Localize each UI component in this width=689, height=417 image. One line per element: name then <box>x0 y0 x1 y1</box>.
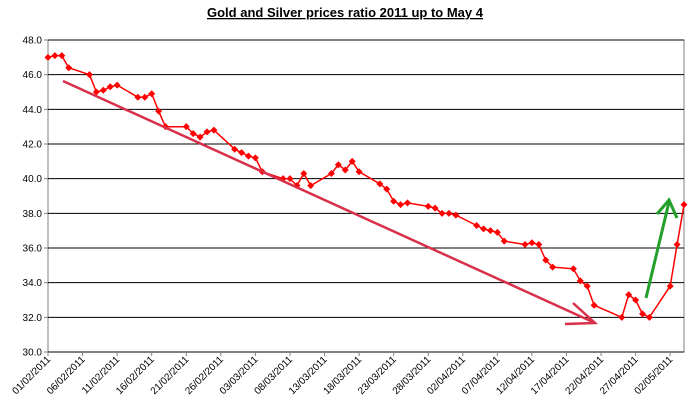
point-marker <box>535 241 543 249</box>
x-tick-label: 02/05/2011 <box>633 354 676 397</box>
point-marker <box>590 301 598 309</box>
point-marker <box>486 227 494 235</box>
point-marker <box>403 199 411 207</box>
grid: 30.0 32.0 34.0 36.0 38.0 40.0 42.0 44.0 46.0 48.0… <box>10 36 684 397</box>
point-marker <box>549 263 557 271</box>
point-marker <box>583 282 591 290</box>
y-tick-label: 42.0 <box>23 140 43 151</box>
point-marker <box>521 241 529 249</box>
point-marker <box>438 209 446 217</box>
point-marker <box>625 291 633 299</box>
point-marker <box>155 107 163 115</box>
point-marker <box>106 83 114 91</box>
point-marker <box>65 64 73 72</box>
point-marker <box>666 282 674 290</box>
point-marker <box>673 241 681 249</box>
point-marker <box>244 152 252 160</box>
point-marker <box>680 201 688 209</box>
point-marker <box>376 180 384 188</box>
point-marker <box>397 201 405 209</box>
trend-arrow-head <box>564 302 599 326</box>
point-marker <box>99 86 107 94</box>
point-marker <box>473 221 481 229</box>
point-marker <box>196 133 204 141</box>
point-marker <box>645 313 653 321</box>
point-marker <box>300 169 308 177</box>
point-marker <box>355 168 363 176</box>
point-marker <box>528 239 536 247</box>
y-tick-label: 34.0 <box>23 278 43 289</box>
point-marker <box>231 145 239 153</box>
y-tick-label: 40.0 <box>23 174 43 185</box>
point-marker <box>639 310 647 318</box>
point-marker <box>632 296 640 304</box>
point-marker <box>500 237 508 245</box>
up-arrow <box>644 201 671 299</box>
point-marker <box>341 166 349 174</box>
annotations <box>62 79 679 326</box>
point-marker <box>452 211 460 219</box>
y-tick-label: 44.0 <box>23 105 43 116</box>
point-marker <box>383 185 391 193</box>
plot-border <box>47 39 685 353</box>
point-marker <box>203 128 211 136</box>
point-marker <box>542 256 550 264</box>
point-marker <box>148 90 156 98</box>
y-tick-label: 36.0 <box>23 244 43 255</box>
point-marker <box>286 175 294 183</box>
y-tick-label: 48.0 <box>23 36 43 47</box>
y-tick-label: 32.0 <box>23 313 43 324</box>
point-marker <box>44 53 52 61</box>
y-tick-label: 46.0 <box>23 70 43 81</box>
point-marker <box>390 197 398 205</box>
point-marker <box>334 161 342 169</box>
series-line <box>47 54 685 319</box>
point-marker <box>238 149 246 157</box>
point-marker <box>445 209 453 217</box>
point-marker <box>189 130 197 138</box>
point-marker <box>576 277 584 285</box>
point-marker <box>431 204 439 212</box>
point-marker <box>58 52 66 60</box>
y-tick-label: 30.0 <box>23 348 43 359</box>
point-marker <box>210 126 218 134</box>
point-marker <box>182 123 190 131</box>
point-marker <box>307 182 315 190</box>
point-marker <box>141 93 149 101</box>
point-marker <box>113 81 121 89</box>
point-marker <box>85 71 93 79</box>
point-marker <box>493 228 501 236</box>
marks <box>44 52 688 321</box>
point-marker <box>348 157 356 165</box>
point-marker <box>618 313 626 321</box>
point-marker <box>327 169 335 177</box>
chart-title: Gold and Silver prices ratio 2011 up to … <box>207 5 484 20</box>
point-marker <box>480 225 488 233</box>
point-marker <box>51 52 59 60</box>
up-arrow-head <box>655 197 679 219</box>
trend-arrow <box>62 79 596 325</box>
point-marker <box>251 154 259 162</box>
point-marker <box>92 88 100 96</box>
y-tick-label: 38.0 <box>23 209 43 220</box>
point-marker <box>134 93 142 101</box>
point-marker <box>569 265 577 273</box>
point-marker <box>424 202 432 210</box>
